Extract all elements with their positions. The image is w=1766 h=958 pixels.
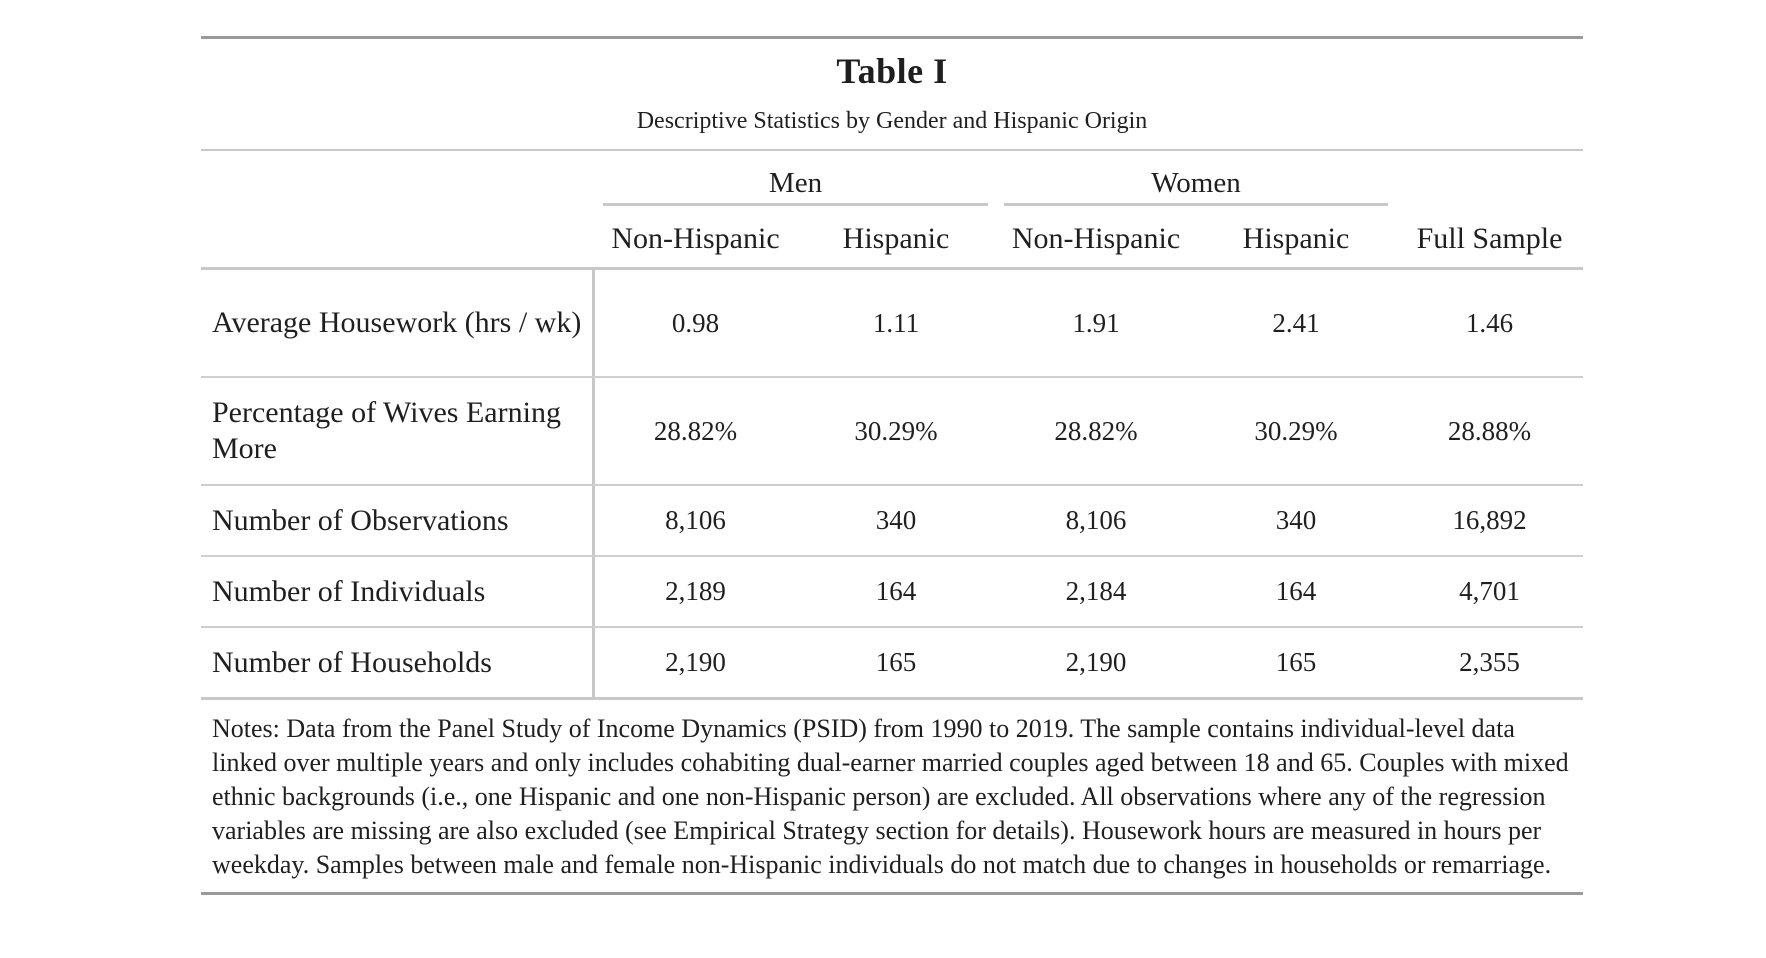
table-cell: 30.29% [1254, 415, 1338, 446]
table-body: Average Housework (hrs / wk) 0.98 1.11 1… [201, 270, 1583, 697]
table-cell: 8,106 [1065, 505, 1127, 535]
table-cell: 30.29% [854, 415, 938, 446]
table-caption: Table I Descriptive Statistics by Gender… [201, 39, 1583, 149]
table-cell: 2,190 [665, 647, 726, 677]
table-cell: 2,189 [665, 576, 726, 606]
table-cell: 8,106 [665, 505, 726, 535]
row-label: Average Housework (hrs / wk) [201, 270, 595, 376]
table-notes: Notes: Data from the Panel Study of Inco… [212, 714, 1569, 879]
table-cell: 164 [1275, 576, 1317, 606]
table-cell: 340 [875, 505, 917, 535]
table-subtitle: Descriptive Statistics by Gender and His… [636, 108, 1148, 134]
row-separator [201, 555, 1583, 557]
caption-rule [201, 149, 1583, 151]
row-separator [201, 626, 1583, 628]
column-header: Hispanic [1242, 222, 1350, 255]
body-rule [201, 697, 1583, 700]
row-label: Number of Observations [201, 486, 595, 555]
column-header: Non-Hispanic [1011, 222, 1181, 255]
table-cell: 165 [875, 647, 917, 677]
table-cell: 2.41 [1272, 307, 1320, 338]
table-cell: 16,892 [1452, 505, 1527, 535]
row-separator [201, 376, 1583, 378]
table-cell: 340 [1275, 505, 1317, 535]
header-spacer [201, 211, 595, 267]
table-cell: 1.91 [1072, 307, 1120, 338]
table-cell: 1.46 [1465, 307, 1514, 338]
row-label: Percentage of Wives Earning More [201, 378, 595, 484]
header-spacer [1396, 151, 1583, 211]
column-header: Non-Hispanic [611, 222, 780, 255]
table-title: Table I [836, 51, 948, 91]
table-cell: 2,184 [1065, 576, 1127, 606]
table-cell: 2,355 [1459, 647, 1520, 677]
group-header-men: Men [768, 166, 823, 199]
table-cell: 28.82% [1054, 415, 1138, 446]
table-header: Men Women Non-Hispanic Hispanic Non-Hisp… [201, 151, 1583, 267]
table-cell: 1.11 [872, 307, 920, 338]
row-separator [201, 484, 1583, 486]
top-rule [201, 36, 1583, 39]
descriptive-statistics-table: Table I Descriptive Statistics by Gender… [201, 36, 1583, 895]
table-cell: 28.88% [1447, 415, 1532, 446]
row-label: Number of Households [201, 628, 595, 697]
row-label: Number of Individuals [201, 557, 595, 626]
table-cell: 2,190 [1065, 647, 1127, 677]
bottom-rule [201, 892, 1583, 895]
column-header: Hispanic [842, 222, 950, 255]
table-cell: 0.98 [671, 307, 720, 338]
table-cell: 164 [875, 576, 917, 606]
group-header-women: Women [1151, 166, 1241, 199]
table-cell: 165 [1275, 647, 1317, 677]
column-header: Full Sample [1416, 222, 1563, 255]
table-cell: 4,701 [1459, 576, 1520, 606]
header-rule [201, 267, 1583, 270]
table-cell: 28.82% [653, 415, 738, 446]
header-spacer [201, 151, 595, 211]
